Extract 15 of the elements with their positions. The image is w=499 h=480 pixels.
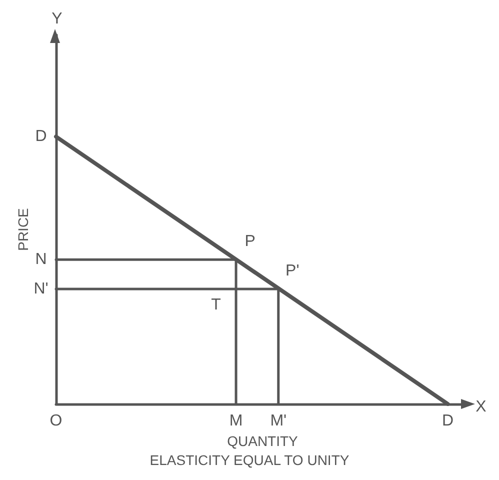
annotation: P [244,233,256,250]
x-tick-label: M [229,412,243,430]
text: ELASTICITY EQUAL TO UNITY [150,452,350,468]
text: X [476,398,487,416]
annotation: N' [34,280,48,298]
x-tick-label: D [442,412,454,430]
annotation: P' [286,262,300,280]
x-tick-label: M' [270,412,287,430]
x-tick-label: O [50,412,62,430]
y-axis-title: PRICE [15,208,31,251]
annotation: N [35,251,47,268]
annotation: D [35,128,47,146]
annotation: T [211,296,222,314]
x-axis-title: QUANTITY [227,433,299,449]
text: Y [52,10,63,28]
